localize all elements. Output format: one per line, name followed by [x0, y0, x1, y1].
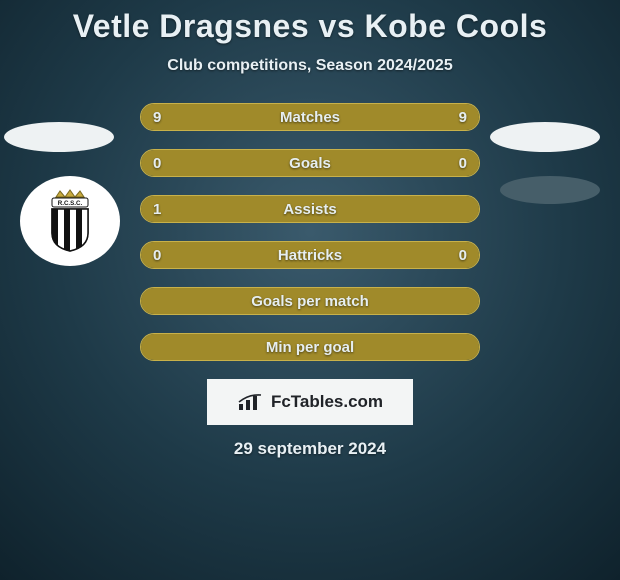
root: Vetle Dragsnes vs Kobe Cools Club compet… — [0, 0, 620, 580]
content: Vetle Dragsnes vs Kobe Cools Club compet… — [0, 0, 620, 580]
stat-label: Goals per match — [141, 288, 479, 314]
site-logo: FcTables.com — [207, 379, 413, 425]
stat-row-matches: 9 9 Matches — [140, 103, 480, 131]
shield-icon: R.C.S.C. — [42, 189, 98, 253]
stat-label: Matches — [141, 104, 479, 130]
stat-label: Min per goal — [141, 334, 479, 360]
player-avatar-right — [490, 122, 600, 152]
player-avatar-left — [4, 122, 114, 152]
page-title: Vetle Dragsnes vs Kobe Cools — [0, 8, 620, 45]
stat-label: Hattricks — [141, 242, 479, 268]
stat-row-goals: 0 0 Goals — [140, 149, 480, 177]
club-crest-right-placeholder — [500, 176, 600, 204]
stat-row-assists: 1 Assists — [140, 195, 480, 223]
stat-row-min-per-goal: Min per goal — [140, 333, 480, 361]
stat-row-hattricks: 0 0 Hattricks — [140, 241, 480, 269]
date-label: 29 september 2024 — [0, 439, 620, 459]
subtitle: Club competitions, Season 2024/2025 — [0, 57, 620, 75]
logo-text: FcTables.com — [271, 392, 383, 412]
stat-bars: 9 9 Matches 0 0 Goals 1 Assists 0 — [140, 103, 480, 361]
bar-chart-icon — [237, 392, 265, 412]
stat-row-goals-per-match: Goals per match — [140, 287, 480, 315]
crest-ribbon-text: R.C.S.C. — [58, 200, 83, 207]
club-crest-left: R.C.S.C. — [20, 176, 120, 266]
stat-label: Goals — [141, 150, 479, 176]
crest-circle: R.C.S.C. — [20, 176, 120, 266]
stat-label: Assists — [141, 196, 479, 222]
